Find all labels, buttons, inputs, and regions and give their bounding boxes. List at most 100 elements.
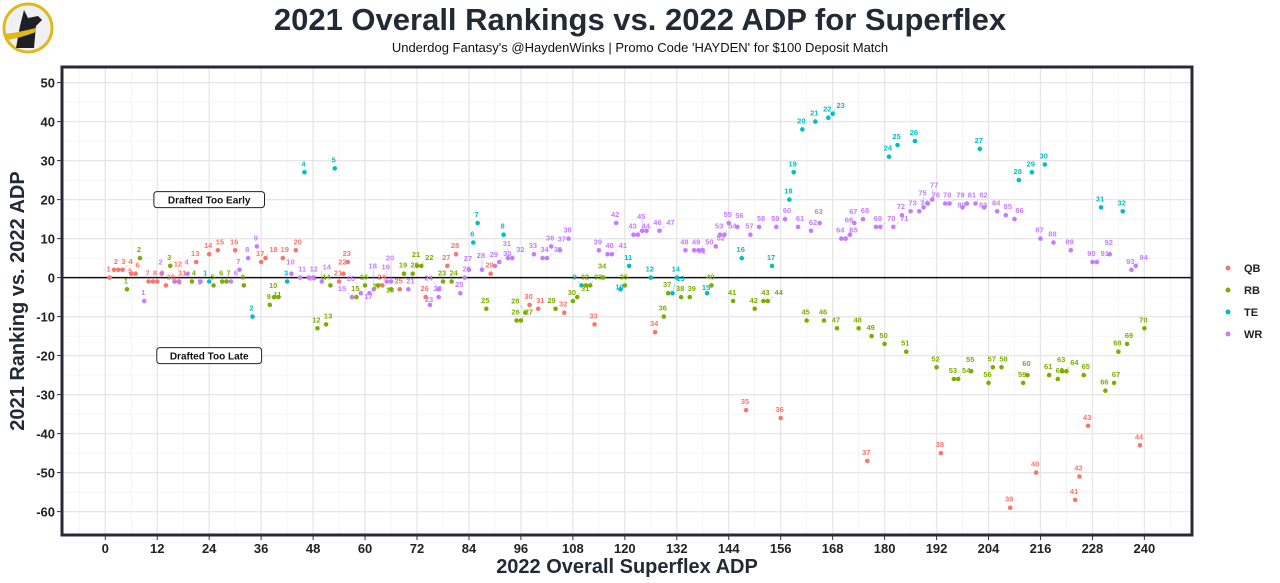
x-tick-label: 24 — [202, 541, 217, 556]
x-tick-label: 0 — [102, 541, 109, 556]
point-label: 32 — [581, 272, 589, 281]
point-label: 40 — [706, 272, 714, 281]
point-label: 20 — [797, 116, 805, 125]
point-label: 74 — [920, 198, 929, 207]
point-label: 27 — [525, 308, 533, 317]
point-label: 34 — [650, 319, 659, 328]
annotation-label: Drafted Too Early — [168, 196, 251, 207]
point-label: 24 — [377, 272, 386, 281]
point-label: 19 — [382, 263, 390, 272]
point-wr — [358, 290, 364, 296]
point-wr — [1012, 216, 1017, 222]
point-wr — [1038, 236, 1043, 241]
point-label: 51 — [698, 246, 706, 255]
point-rb — [709, 283, 714, 288]
point-wr — [683, 248, 688, 253]
point-wr — [839, 236, 844, 241]
point-label: 18 — [369, 261, 377, 270]
point-qb — [535, 306, 541, 312]
point-label: 53 — [715, 222, 723, 231]
legend-key-rb — [1225, 287, 1231, 293]
point-wr — [735, 224, 740, 230]
point-wr — [795, 224, 801, 230]
point-label: 35 — [741, 397, 749, 406]
point-label: 78 — [943, 191, 951, 200]
point-label: 72 — [897, 202, 905, 211]
point-qb — [743, 407, 749, 413]
point-label: 33 — [594, 272, 602, 281]
point-te — [1098, 205, 1104, 210]
point-qb — [453, 251, 459, 257]
point-wr — [479, 267, 485, 273]
point-label: 57 — [745, 222, 753, 231]
legend-key-qb — [1225, 265, 1231, 271]
x-tick-label: 228 — [1082, 541, 1104, 556]
point-label: 16 — [360, 272, 368, 281]
annotation-label: Drafted Too Late — [170, 352, 249, 363]
point-te — [332, 166, 338, 171]
point-rb — [1081, 372, 1087, 378]
point-wr — [921, 205, 926, 210]
point-label: 36 — [546, 233, 554, 242]
point-label: 10 — [167, 272, 175, 281]
point-wr — [1107, 251, 1113, 257]
point-wr — [289, 271, 294, 277]
point-label: 39 — [1005, 495, 1013, 504]
point-rb — [821, 318, 827, 323]
point-label: 19 — [789, 159, 797, 168]
point-label: 49 — [692, 237, 700, 246]
point-label: 83 — [979, 200, 987, 209]
point-label: 63 — [1057, 355, 1065, 364]
point-wr — [319, 279, 325, 284]
point-te — [886, 154, 892, 159]
point-label: 92 — [1105, 238, 1113, 247]
point-label: 52 — [931, 354, 939, 363]
point-qb — [120, 267, 125, 273]
point-rb — [869, 333, 874, 339]
point-wr — [509, 255, 515, 261]
point-te — [674, 275, 680, 280]
point-qb — [163, 283, 169, 288]
point-label: 38 — [936, 440, 944, 449]
point-label: 12 — [646, 265, 654, 274]
point-rb — [955, 376, 961, 382]
point-rb — [882, 341, 887, 347]
point-wr — [141, 298, 147, 304]
point-te — [787, 197, 792, 202]
point-rb — [375, 283, 381, 288]
point-rb — [388, 287, 394, 292]
point-te — [1029, 170, 1035, 175]
point-label: 2 — [137, 245, 141, 254]
point-rb — [276, 294, 281, 300]
point-label: 24 — [424, 273, 433, 282]
x-tick-label: 108 — [562, 541, 584, 556]
point-te — [626, 263, 632, 269]
point-te — [250, 314, 255, 319]
point-label: 90 — [1087, 249, 1095, 258]
point-rb — [1055, 376, 1061, 382]
point-label: 61 — [796, 214, 804, 223]
point-label: 29 — [547, 296, 555, 305]
point-rb — [968, 368, 974, 374]
point-label: 34 — [540, 245, 549, 254]
point-te — [813, 119, 818, 124]
point-rb — [804, 318, 809, 323]
point-label: 9 — [254, 233, 258, 242]
point-rb — [137, 255, 143, 261]
point-rb — [765, 298, 771, 304]
point-label: 79 — [956, 191, 964, 200]
point-rb — [483, 306, 489, 312]
plot-frame — [60, 65, 1194, 537]
point-label: 1 — [107, 265, 111, 274]
point-rb — [401, 271, 407, 277]
point-wr — [1090, 259, 1095, 265]
point-rb — [553, 306, 558, 312]
x-tick-label: 60 — [358, 541, 372, 556]
point-rb — [414, 263, 420, 269]
point-label: 45 — [802, 308, 810, 317]
point-rb — [990, 365, 996, 370]
point-wr — [700, 248, 706, 253]
point-wr — [860, 216, 866, 222]
point-wr — [960, 205, 965, 210]
point-label: 24 — [884, 144, 893, 153]
